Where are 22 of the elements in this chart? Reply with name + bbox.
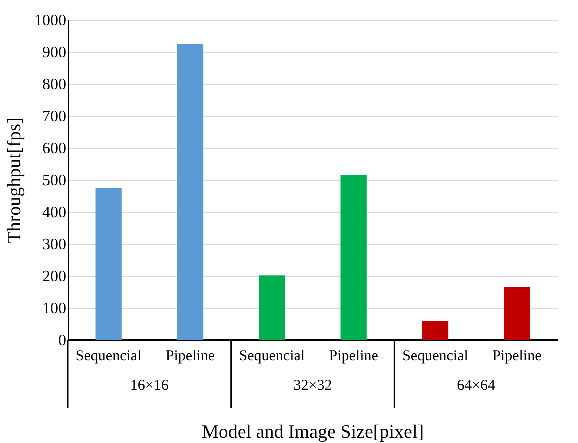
- text: 64×64: [457, 378, 496, 394]
- y-axis-title: Throughput[fps]: [4, 118, 26, 244]
- x-tick-label: Pipeline: [166, 348, 216, 364]
- x-tick-label: Sequencial: [76, 348, 142, 364]
- text: 32×32: [294, 378, 332, 394]
- y-tick-label: 700: [42, 108, 66, 126]
- y-tick-label: 0: [58, 332, 66, 350]
- y-tick-label: 600: [42, 140, 66, 158]
- y-tick-label: 800: [42, 76, 66, 94]
- y-tick-label: 900: [42, 44, 66, 62]
- x-tick-label: Sequencial: [239, 348, 306, 364]
- y-tick-label: 100: [42, 300, 66, 318]
- y-tick-label: 500: [42, 172, 66, 190]
- x-tick-label: Sequencial: [402, 348, 468, 364]
- x-axis-title: Model and Image Size[pixel]: [202, 422, 424, 443]
- y-tick-label: 1000: [34, 12, 66, 30]
- y-tick-label: 300: [42, 236, 66, 254]
- y-tick-label: 400: [42, 204, 66, 222]
- x-tick-label: Pipeline: [492, 348, 542, 364]
- text: 16×16: [130, 378, 170, 394]
- x-tick-label: Pipeline: [329, 348, 379, 364]
- y-tick-label: 200: [42, 268, 66, 286]
